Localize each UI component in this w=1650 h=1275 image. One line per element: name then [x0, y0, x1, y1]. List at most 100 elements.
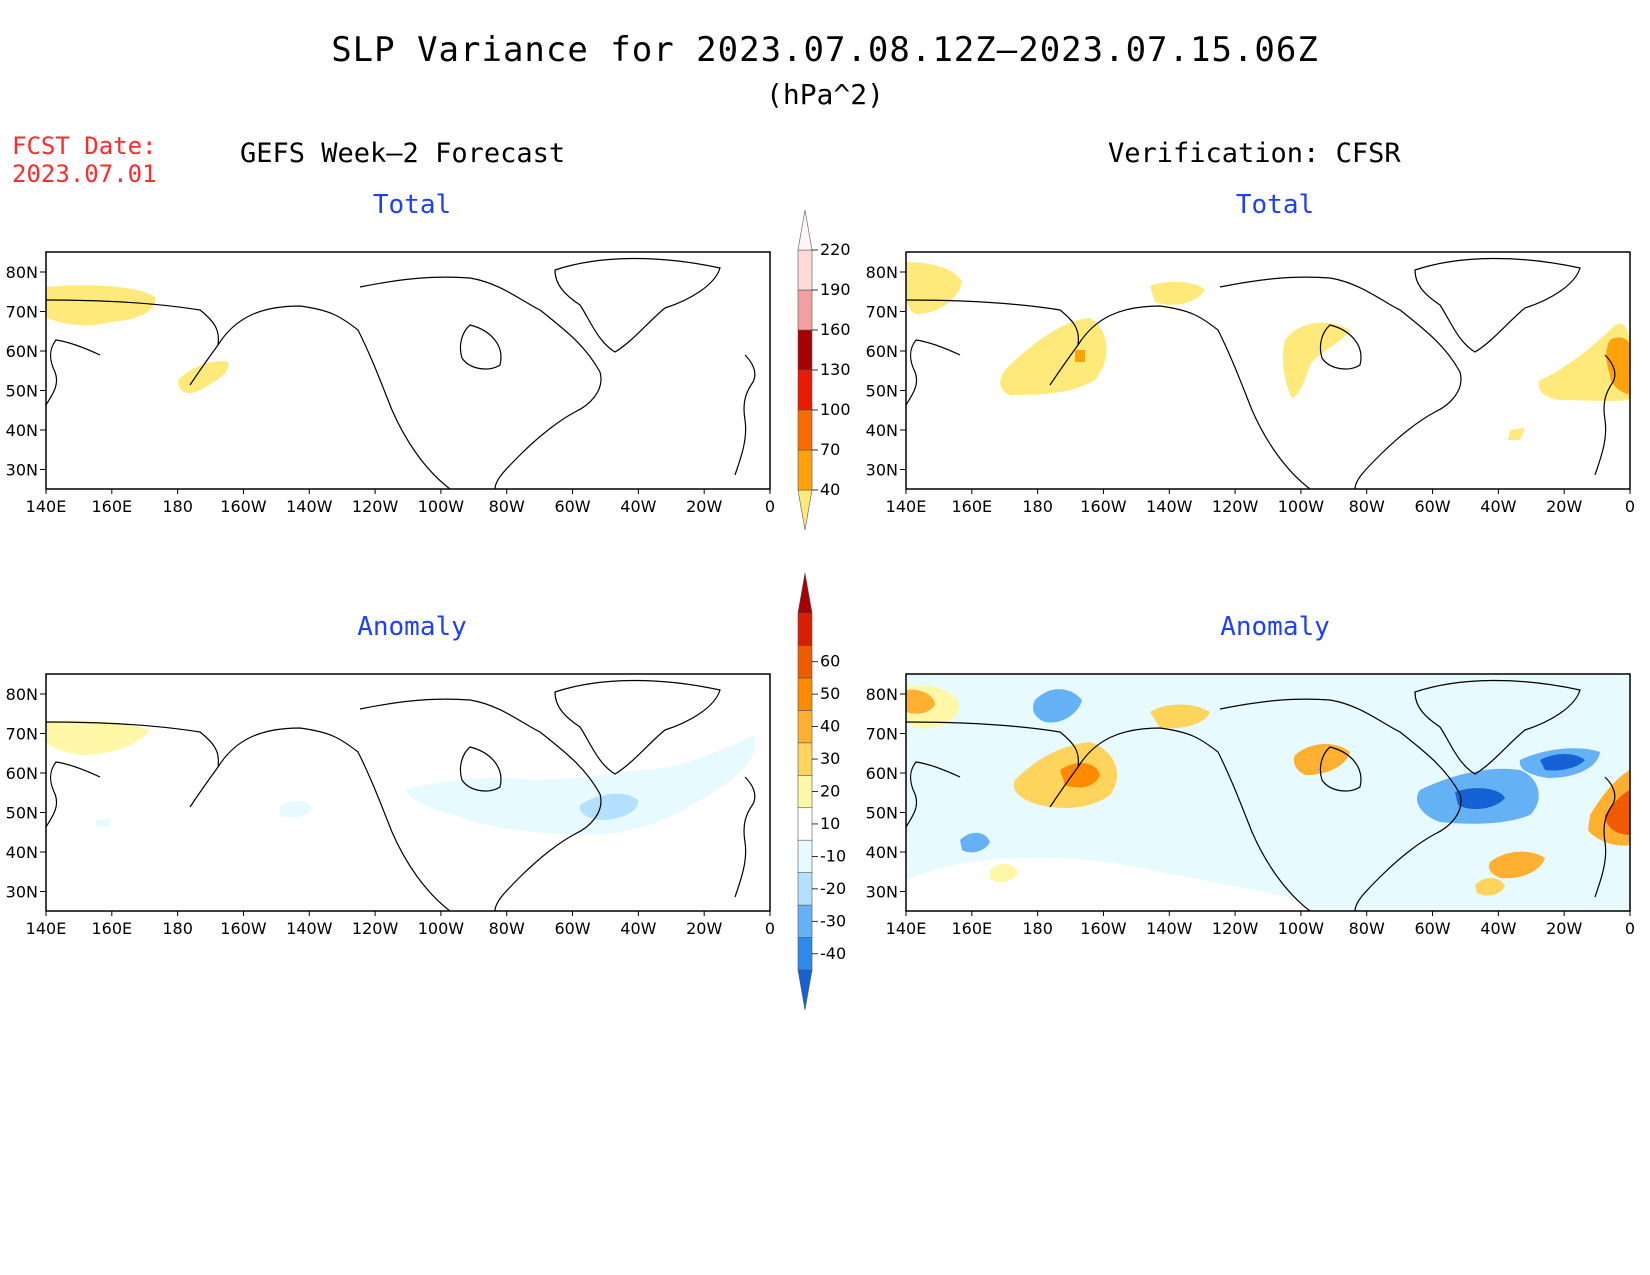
- lon-tick-label: 120W: [352, 497, 399, 516]
- lat-tick-label: 40N: [6, 421, 38, 440]
- lon-tick-label: 180: [1022, 919, 1053, 938]
- coastline-arctic-islands: [359, 276, 602, 489]
- lat-tick-label: 60N: [6, 342, 38, 361]
- lon-tick-label: 180: [162, 497, 193, 516]
- colorbar-tick-label: 220: [820, 240, 851, 259]
- colorbar-tick-label: 30: [820, 749, 840, 768]
- total-colorbar: 40 70 100 130 160 190 220: [797, 209, 851, 531]
- lon-tick-label: 100W: [1278, 497, 1325, 516]
- lat-tick-label: 80N: [866, 685, 898, 704]
- map-frame: [45, 673, 771, 912]
- lat-tick-label: 60N: [6, 764, 38, 783]
- coastline-greenland: [1414, 679, 1581, 775]
- colorbar-swatch: [797, 249, 813, 291]
- colorbar-tick-label: 60: [820, 652, 840, 671]
- colorbar-swatch: [797, 774, 813, 809]
- colorbar-tick-label: 160: [820, 320, 851, 339]
- anomaly-shading-pacific-south-negative: [960, 832, 990, 853]
- colorbar-tick-label: -20: [820, 879, 846, 898]
- lon-tick-label: 160E: [91, 919, 132, 938]
- colorbar-tick-label: -40: [820, 944, 846, 963]
- fcst-date-value: 2023.07.01: [12, 160, 157, 188]
- colorbar-swatch: [797, 872, 813, 906]
- anomaly-shading-broad-negative: [906, 674, 1630, 911]
- lat-tick-label: 50N: [866, 804, 898, 823]
- lat-tick-label: 50N: [6, 382, 38, 401]
- anomaly-shading-greenland-sea-core: [1540, 754, 1585, 771]
- panel-subtitle-fcst-anomaly: Anomaly: [357, 612, 467, 642]
- coastline-asia: [46, 761, 101, 828]
- lon-tick-label: 60W: [1414, 919, 1450, 938]
- anomaly-shading-europe-core: [1605, 790, 1630, 835]
- panel-verif-anomaly: 80N 70N 60N 50N 40N 30N 140E 160E 180 160W 140W 12…: [866, 673, 1635, 938]
- lon-tick-label: 40W: [620, 919, 656, 938]
- lon-tick-label: 60W: [554, 919, 590, 938]
- colorbar-tip-low: [797, 969, 813, 1011]
- lon-tick-label: 20W: [1546, 919, 1582, 938]
- lon-tick-label: 40W: [1480, 497, 1516, 516]
- lon-tick-label: 160E: [951, 497, 992, 516]
- lat-tick-label: 70N: [866, 303, 898, 322]
- lon-tick-label: 100W: [418, 497, 465, 516]
- colorbar-tick-label: 100: [820, 400, 851, 419]
- lon-tick-label: 140W: [286, 497, 333, 516]
- anomaly-shading-arctic-negative: [1033, 689, 1082, 723]
- lon-tick-label: 120W: [1212, 497, 1259, 516]
- lat-tick-label: 30N: [866, 883, 898, 902]
- lon-tick-label: 120W: [1212, 919, 1259, 938]
- lon-tick-label: 60W: [554, 497, 590, 516]
- lon-tick-label: 140E: [886, 919, 927, 938]
- colorbar-tick-label: 130: [820, 360, 851, 379]
- lon-tick-label: 40W: [1480, 919, 1516, 938]
- anomaly-shading-pacific-south-positive: [990, 863, 1018, 883]
- lat-tick-label: 30N: [866, 461, 898, 480]
- lon-tick-label: 160W: [220, 497, 267, 516]
- coastline-greenland: [554, 679, 721, 775]
- map-frame: [905, 251, 1631, 490]
- lon-tick-label: 140E: [26, 919, 67, 938]
- lon-tick-label: 100W: [1278, 919, 1325, 938]
- colorbar-tick-label: -30: [820, 911, 846, 930]
- variance-shading-atlantic-east: [1538, 323, 1630, 401]
- lat-tick-label: 70N: [6, 725, 38, 744]
- coastline-asia: [46, 339, 101, 406]
- lon-tick-label: 0: [765, 919, 775, 938]
- lat-tick-label: 60N: [866, 342, 898, 361]
- colorbar-tick-label: 20: [820, 782, 840, 801]
- variance-shading-beaufort: [1150, 281, 1205, 305]
- coastline-alaska-canada: [906, 721, 1311, 911]
- coastline-greenland: [554, 257, 721, 353]
- colorbar-tick-label: 40: [820, 717, 840, 736]
- units-label: (hPa^2): [765, 78, 884, 111]
- lon-tick-label: 160E: [951, 919, 992, 938]
- colorbar-swatch: [797, 807, 813, 841]
- panel-subtitle-fcst-total: Total: [372, 190, 452, 220]
- anomaly-shading-bering-positive-core: [1060, 763, 1100, 788]
- colorbar-swatch: [797, 677, 813, 711]
- lon-tick-label: 20W: [1546, 497, 1582, 516]
- lat-tick-label: 40N: [6, 843, 38, 862]
- coastline-europe: [734, 776, 756, 898]
- anomaly-shading-atlantic-negative-core: [1455, 788, 1505, 810]
- anomaly-shading-beaufort-positive: [1150, 704, 1210, 729]
- lat-tick-label: 30N: [6, 461, 38, 480]
- lon-tick-label: 140W: [1146, 919, 1193, 938]
- lon-tick-label: 160W: [1080, 497, 1127, 516]
- coastline-arctic-islands: [359, 698, 602, 911]
- colorbar-swatch: [797, 839, 813, 873]
- panel-fcst-anomaly: 80N 70N 60N 50N 40N 30N 140E 160E 180 160W 140W 12…: [6, 673, 775, 938]
- lat-tick-label: 40N: [866, 843, 898, 862]
- lon-tick-label: 160E: [91, 497, 132, 516]
- variance-shading-pacific: [46, 285, 156, 326]
- coastline-alaska-canada: [906, 299, 1311, 489]
- lon-tick-label: 160W: [220, 919, 267, 938]
- variance-shading-hudson: [1282, 322, 1350, 398]
- colorbar-tick-label: 40: [820, 480, 840, 499]
- colorbar-tip-low: [797, 489, 813, 531]
- coastline-hudson-bay: [1319, 324, 1362, 370]
- lon-tick-label: 160W: [1080, 919, 1127, 938]
- colorbar-swatch: [797, 742, 813, 776]
- lon-tick-label: 140W: [1146, 497, 1193, 516]
- colorbar-tick-label: 70: [820, 440, 840, 459]
- lon-tick-label: 80W: [489, 497, 525, 516]
